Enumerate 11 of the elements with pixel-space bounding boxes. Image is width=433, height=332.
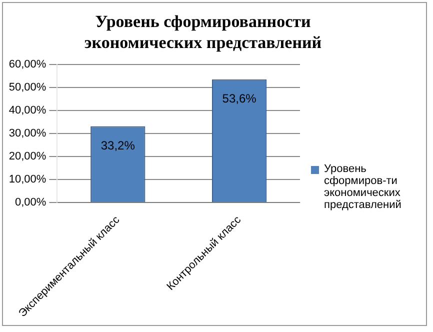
legend-label: Уровень сформиров-ти экономических представлений	[324, 163, 402, 211]
y-tick-label: 30,00%	[8, 128, 46, 140]
y-tick-label: 60,00%	[8, 58, 46, 71]
data-label: 53,6%	[222, 92, 257, 106]
y-tick-label: 20,00%	[8, 150, 46, 163]
y-tick-label: 10,00%	[8, 174, 46, 186]
data-label: 33,2%	[100, 138, 136, 153]
y-tick-label: 0,00%	[14, 196, 46, 209]
chart-title: Уровень сформированности экономических представлений	[83, 11, 323, 53]
y-tick-label: 40,00%	[8, 104, 46, 117]
y-tick-label: 50,00%	[8, 82, 46, 94]
